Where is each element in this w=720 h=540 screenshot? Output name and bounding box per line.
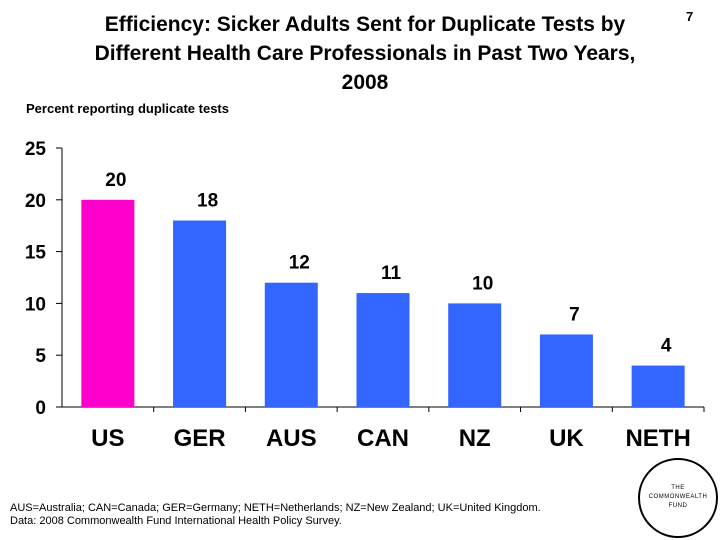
bar-ger — [173, 220, 227, 407]
bar-aus — [264, 282, 318, 407]
slide-number: 7 — [686, 9, 694, 24]
bar-neth — [631, 365, 685, 407]
y-tick-label: 20 — [25, 191, 46, 212]
data-label-uk: 7 — [569, 304, 580, 325]
data-label-aus: 12 — [289, 253, 310, 274]
footnote-source: Data: 2008 Commonwealth Fund Internation… — [10, 515, 342, 527]
bar-nz — [448, 303, 502, 407]
logo-line-1: THE — [671, 485, 685, 491]
logo-line-2: COMMONWEALTH — [648, 494, 708, 500]
chart-title: Efficiency: Sicker Adults Sent for Dupli… — [20, 10, 710, 97]
title-line-1: Efficiency: Sicker Adults Sent for Dupli… — [104, 13, 626, 36]
y-tick-label: 25 — [25, 139, 47, 160]
bar-uk — [539, 334, 593, 407]
y-axis-label: Percent reporting duplicate tests — [26, 101, 229, 116]
y-tick-label: 10 — [25, 294, 46, 315]
title-line-3: 2008 — [341, 71, 389, 94]
data-label-us: 20 — [105, 170, 126, 191]
x-tick-label-can: CAN — [357, 425, 409, 452]
footnote: AUS=Australia; CAN=Canada; GER=Germany; … — [10, 502, 541, 528]
footnote-abbreviations: AUS=Australia; CAN=Canada; GER=Germany; … — [10, 502, 541, 514]
commonwealth-fund-logo: THE COMMONWEALTH FUND — [638, 458, 718, 538]
data-label-can: 11 — [381, 263, 402, 284]
x-tick-label-nz: NZ — [459, 425, 491, 452]
data-label-neth: 4 — [661, 336, 672, 357]
y-tick-label: 5 — [35, 346, 46, 367]
logo-line-3: FUND — [668, 503, 688, 509]
data-label-ger: 18 — [197, 191, 218, 212]
x-tick-label-aus: AUS — [266, 425, 317, 452]
bar-us — [81, 199, 135, 407]
y-tick-label: 0 — [35, 398, 46, 419]
bar-can — [356, 293, 410, 407]
x-tick-label-ger: GER — [174, 425, 226, 452]
y-tick-label: 15 — [25, 243, 47, 264]
title-line-2: Different Health Care Professionals in P… — [94, 42, 636, 65]
logo-text: THE COMMONWEALTH FUND — [640, 484, 716, 511]
x-tick-label-neth: NETH — [625, 425, 690, 452]
x-tick-label-uk: UK — [549, 425, 584, 452]
x-tick-label-us: US — [91, 425, 124, 452]
data-label-nz: 10 — [472, 273, 493, 294]
